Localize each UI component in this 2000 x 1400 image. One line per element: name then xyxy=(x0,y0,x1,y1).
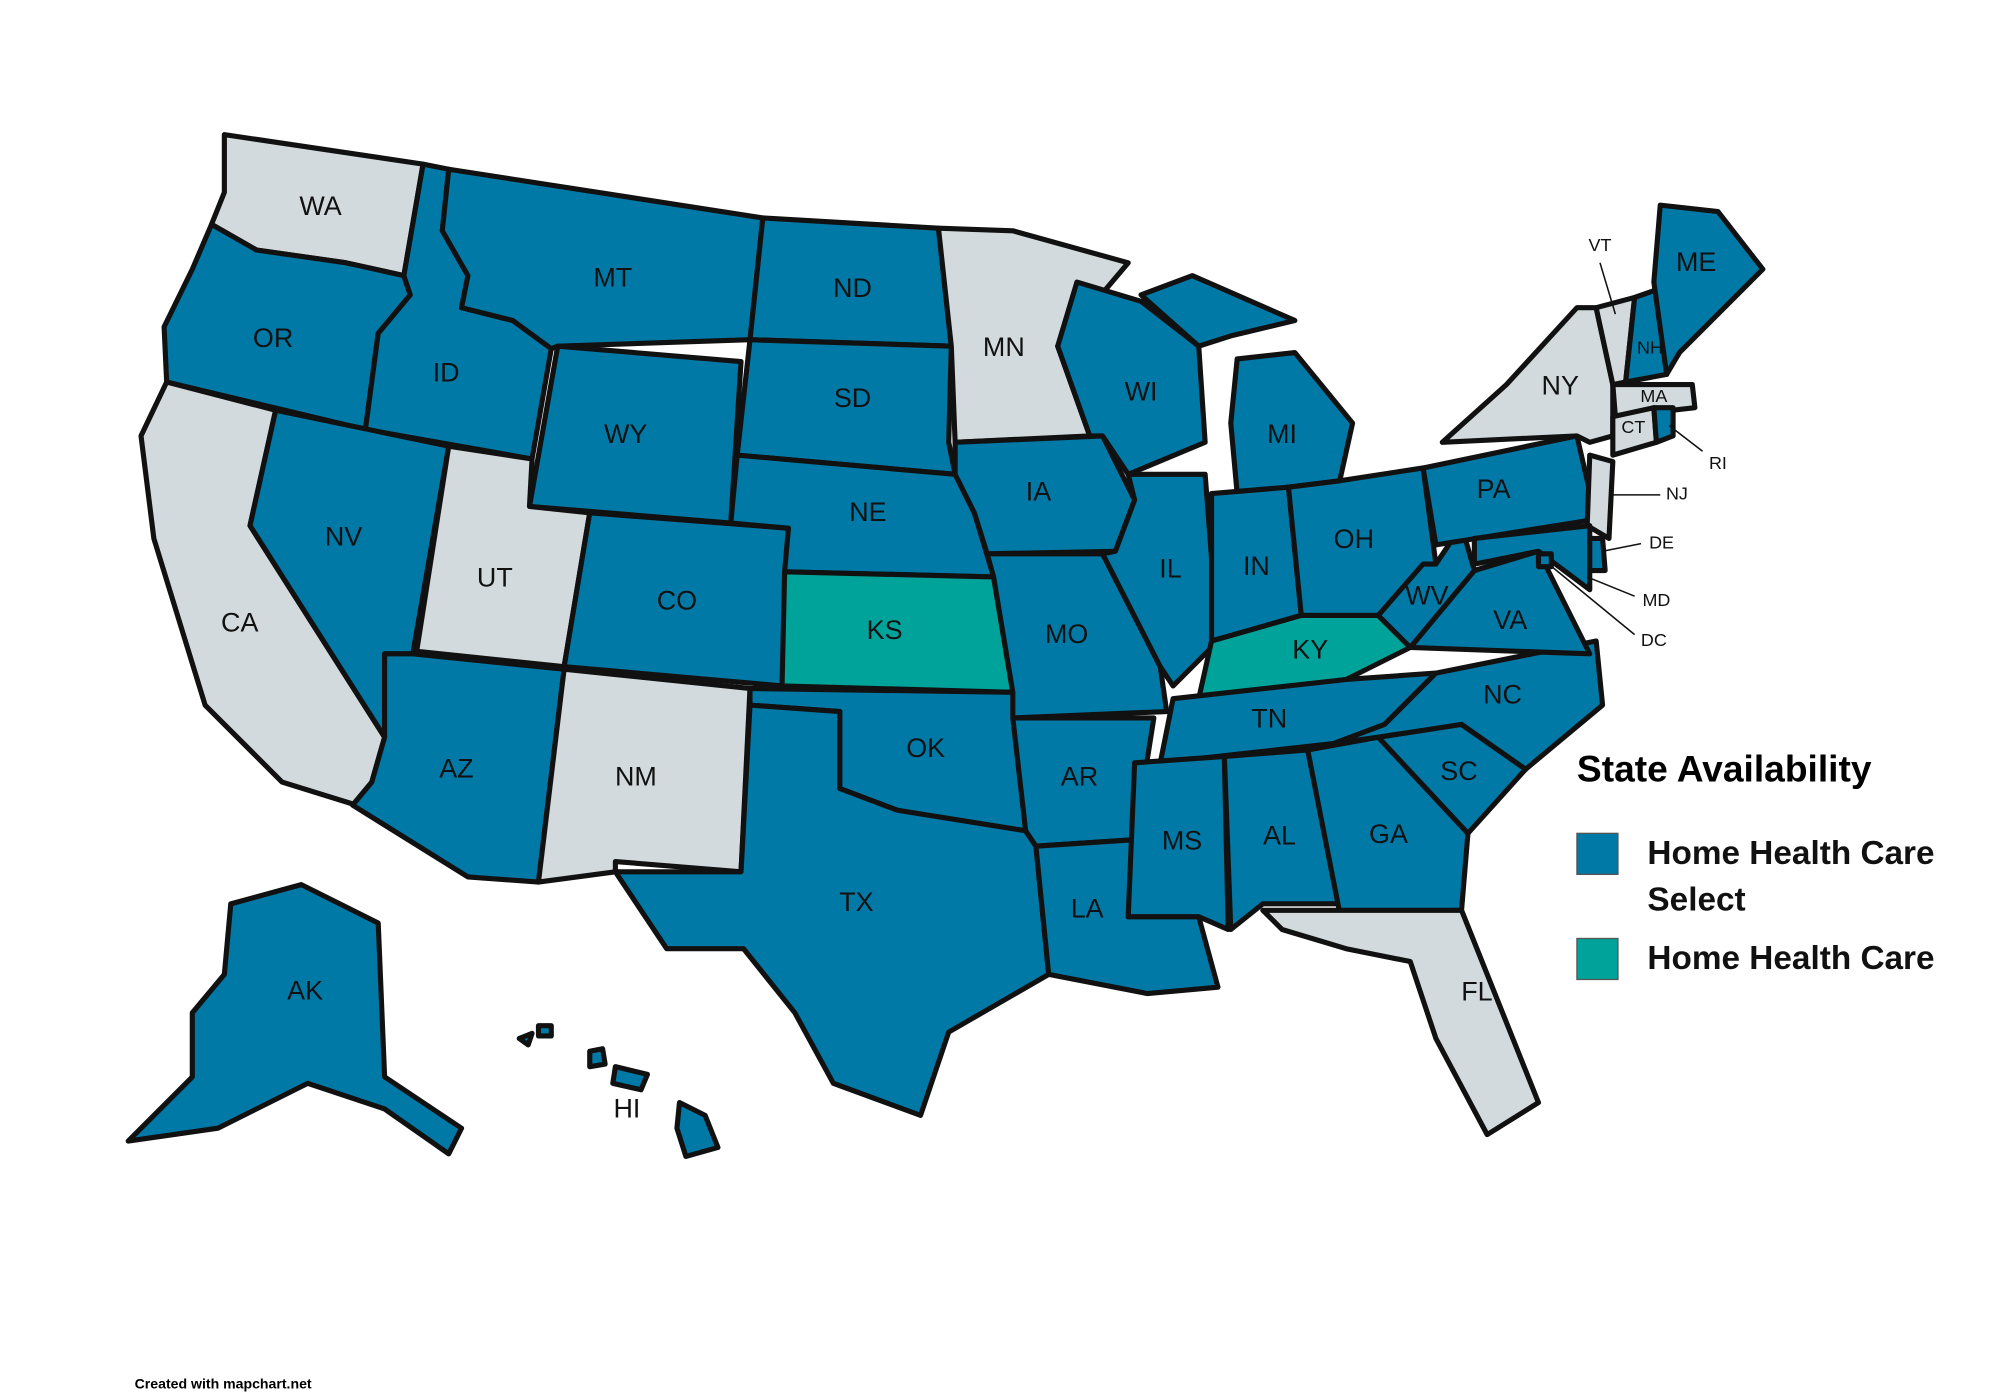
legend-label: Home Health Care Select xyxy=(1647,833,1935,918)
state-label: NE xyxy=(849,497,886,527)
state xyxy=(1055,279,1208,477)
state-label: NM xyxy=(615,761,657,791)
state-label: SD xyxy=(834,383,871,413)
state-label: KS xyxy=(867,615,903,645)
state-label: IA xyxy=(1026,477,1051,507)
state xyxy=(587,1046,608,1070)
state xyxy=(1330,638,1606,772)
state-label: AR xyxy=(1061,761,1098,791)
state-label: MN xyxy=(983,332,1025,362)
state-label: DE xyxy=(1649,532,1674,552)
state-label: WV xyxy=(1405,581,1448,611)
state-label: OH xyxy=(1334,524,1374,554)
state-label: MA xyxy=(1640,386,1667,406)
state-label: MD xyxy=(1642,590,1670,610)
state-label: AL xyxy=(1263,820,1296,850)
legend-item: Home Health Care xyxy=(1647,938,1935,977)
state xyxy=(125,882,465,1157)
state-label: WA xyxy=(299,191,341,221)
state-label: GA xyxy=(1369,819,1408,849)
state-label: MI xyxy=(1267,419,1297,449)
legend-swatch xyxy=(1576,937,1619,981)
state-label: LA xyxy=(1071,893,1104,923)
states xyxy=(125,132,1766,1159)
state-label: UT xyxy=(477,563,513,593)
state-label: CT xyxy=(1621,417,1645,437)
state xyxy=(1221,747,1343,933)
state-label: MS xyxy=(1162,825,1202,855)
state-label: WI xyxy=(1125,377,1158,407)
state xyxy=(734,337,958,477)
legend-item: Home Health Care Select xyxy=(1647,833,1935,918)
state-label: AZ xyxy=(439,754,473,784)
state-label: AK xyxy=(287,975,323,1005)
state-label: FL xyxy=(1461,977,1492,1007)
state xyxy=(1651,405,1676,445)
state-label: VT xyxy=(1589,235,1612,255)
leader-line xyxy=(1548,563,1636,636)
state xyxy=(535,1023,554,1039)
state-label: OR xyxy=(253,323,293,353)
leader-line xyxy=(1602,542,1642,553)
state-label: ME xyxy=(1676,247,1716,277)
leader-line xyxy=(1668,425,1704,452)
state-label: KY xyxy=(1292,634,1328,664)
state xyxy=(610,1064,650,1093)
state-label: CA xyxy=(221,607,258,637)
state-label: SC xyxy=(1440,756,1477,786)
state-label: VA xyxy=(1493,605,1527,635)
state-label: MT xyxy=(593,263,632,293)
leader-line xyxy=(1586,576,1635,597)
state-label: OK xyxy=(906,733,945,763)
state xyxy=(1260,907,1542,1138)
state xyxy=(1584,452,1616,542)
state xyxy=(674,1100,721,1159)
state-label: NV xyxy=(325,522,362,552)
state-label: TX xyxy=(839,887,873,917)
state-label: CO xyxy=(657,586,697,616)
state-label: IL xyxy=(1159,554,1181,584)
footer: Created with mapchart.net xyxy=(135,1375,312,1391)
legend-title: State Availability xyxy=(1577,748,1872,790)
state-label: ID xyxy=(433,357,460,387)
state-label: TN xyxy=(1251,704,1287,734)
state-label: NJ xyxy=(1666,484,1688,504)
state-label: NY xyxy=(1542,370,1579,400)
state-label: IN xyxy=(1243,551,1270,581)
state-label: NH xyxy=(1637,337,1663,357)
state-label: NC xyxy=(1483,679,1522,709)
state-label: HI xyxy=(613,1093,640,1123)
state xyxy=(1138,273,1298,349)
legend-label: Home Health Care xyxy=(1647,938,1935,977)
state-label: PA xyxy=(1477,474,1511,504)
state-labels: WA OR CA ID NV MT WY UT CO AZ NM ND SD NE KS OK TX MN IA MO… xyxy=(221,191,1727,1124)
state-label: RI xyxy=(1709,453,1727,473)
state-label: DC xyxy=(1641,630,1667,650)
state xyxy=(1471,523,1593,593)
state xyxy=(516,1030,535,1048)
leader-line xyxy=(1599,262,1617,315)
state xyxy=(1439,305,1616,445)
legend-swatch xyxy=(1576,832,1619,876)
state xyxy=(1651,202,1766,377)
state-label: MO xyxy=(1045,619,1088,649)
state-label: ND xyxy=(833,273,872,303)
state-label: WY xyxy=(604,419,647,449)
state xyxy=(1125,753,1231,933)
state xyxy=(612,702,1052,1118)
